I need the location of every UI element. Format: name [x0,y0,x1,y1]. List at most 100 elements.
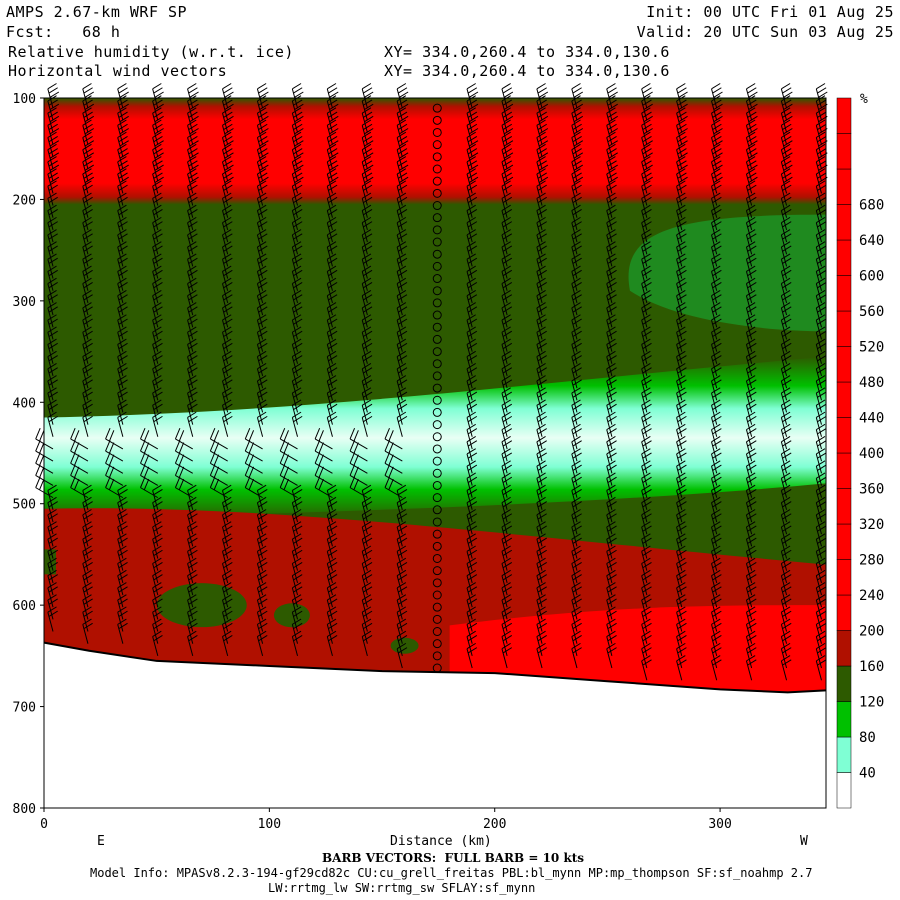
wind-barb [396,582,408,608]
wind-barb [641,582,652,608]
wind-barb [47,192,58,218]
calm-circle [432,140,442,150]
wind-barb [47,338,58,364]
wind-barb [676,265,687,291]
wind-barb [571,594,582,620]
colorbar-block [836,204,852,241]
wind-barb [571,180,582,206]
wind-barb [396,314,408,340]
valid-time: Valid: 20 UTC Sun 03 Aug 25 [636,23,894,41]
wind-barb [780,338,792,364]
wind-barb [222,618,233,644]
wind-barb [815,326,827,352]
wind-barb [291,521,303,547]
wind-barb [571,253,582,279]
wind-barb [291,168,304,194]
wind-barb [536,448,547,474]
calm-circle [432,249,442,259]
wind-barb [815,180,827,206]
wind-barb [82,156,95,182]
wind-barb [47,204,58,230]
wind-barb [745,436,757,462]
wind-barb [501,594,513,620]
wind-barb [47,496,58,523]
wind-barb [222,545,233,571]
wind-barb [105,427,124,450]
wind-barb [466,168,479,194]
wind-barb [676,460,687,486]
calm-circle [432,261,442,271]
calm-circle [432,359,442,369]
wind-barb [361,119,374,145]
calm-circle [432,456,442,466]
wind-barb [571,204,582,230]
wind-barb [780,630,792,656]
wind-barb [780,350,792,377]
wind-barb [326,399,338,425]
wind-barb [82,302,93,328]
wind-barb [361,314,373,340]
wind-barb [641,521,652,547]
wind-barb [745,241,757,267]
wind-barb [676,375,687,401]
wind-barb [222,131,234,157]
colorbar-block [836,381,852,418]
wind-barb [256,387,268,413]
wind-barb [140,464,159,486]
wind-barb [82,618,93,644]
wind-barb [641,545,652,571]
wind-barb [466,229,478,255]
wind-barb [745,448,757,474]
wind-barb [187,582,198,608]
wind-barb [256,375,268,401]
wind-barb [47,131,60,157]
wind-barb [780,472,792,498]
wind-barb [256,350,268,377]
wind-barb [117,496,128,523]
wind-barb [326,569,338,596]
wind-barb [501,582,513,608]
wind-barb [396,387,408,413]
wind-barb [152,216,163,243]
wind-barb [711,582,722,608]
wind-barb [606,289,617,316]
wind-barb [256,156,269,182]
calm-circle [432,334,442,344]
wind-barb [466,436,478,462]
wind-barb [291,180,303,206]
wind-barb [82,338,93,364]
wind-barb [361,192,373,218]
wind-barb [152,582,163,608]
wind-barb [187,411,198,437]
wind-barb [815,216,827,243]
wind-barb [641,618,652,644]
wind-barb [47,484,58,510]
wind-barb [606,326,617,352]
wind-barb [641,484,652,510]
wind-barb [152,338,163,364]
wind-barb [501,521,513,547]
wind-barb [745,582,757,608]
wind-barb [641,204,652,230]
wind-barb [466,569,478,596]
wind-barb [152,265,163,291]
wind-barb [187,83,199,109]
wind-barb [349,464,368,486]
wind-barb [501,436,513,462]
wind-barb [676,618,687,644]
wind-barb [209,476,228,499]
wind-barb [815,302,827,328]
wind-barb [745,168,758,194]
wind-barb [711,119,723,145]
wind-barb [466,241,478,267]
wind-barb [361,289,373,316]
wind-barb [187,302,198,328]
wind-barb [606,192,617,218]
wind-barb [82,265,93,291]
wind-barb [780,399,792,425]
wind-barb [291,533,303,559]
colorbar-block [836,346,852,383]
wind-barb [361,204,373,230]
calm-circle [432,420,442,430]
calm-circle [432,371,442,381]
